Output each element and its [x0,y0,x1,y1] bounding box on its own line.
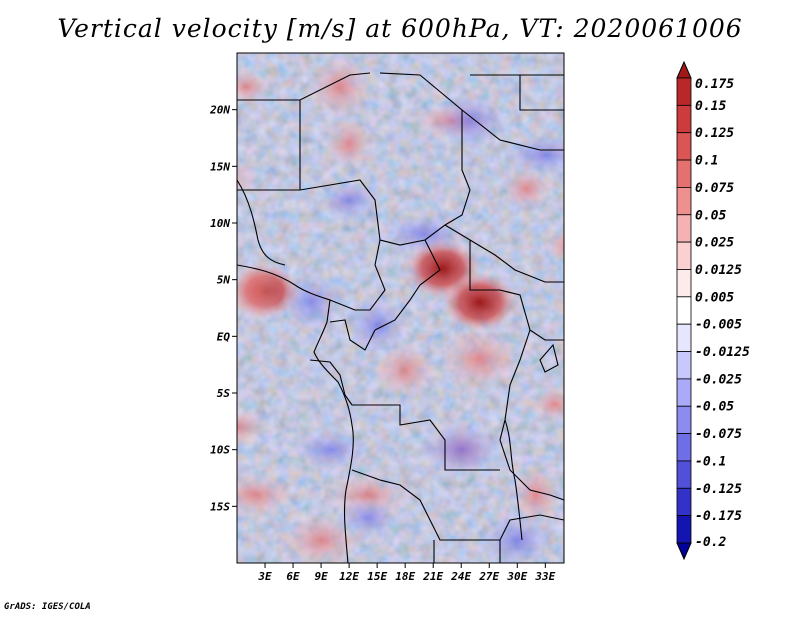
lat-tick-label: 20N [209,104,230,117]
lon-tick-label: 30E [506,570,527,583]
lat-tick-label: 15S [210,500,230,513]
colorbar-segment [676,323,692,352]
colorbar-level-label: -0.025 [695,372,742,387]
colorbar-bottom-arrow [676,542,692,561]
downdraft-patch [509,462,562,528]
colorbar-level-label: 0.075 [695,181,734,196]
colorbar-level-label: -0.175 [695,509,742,524]
lat-tick-label: 15N [210,160,230,173]
colorbar-segment [676,405,692,434]
downdraft-patch [237,69,273,105]
colorbar-level-label: -0.125 [695,482,742,497]
colorbar-level-label: -0.005 [695,318,742,333]
colorbar-level-label: -0.0125 [695,345,750,360]
colorbar-level-label: 0.125 [695,126,734,141]
downdraft-patch [237,409,271,445]
lon-tick-label: 24E [450,570,471,583]
colorbar-level-label: 0.15 [695,99,726,114]
colorbar-segment [676,159,692,188]
colorbar-segment [676,487,692,517]
lat-tick-label: 10N [210,217,230,230]
country-borders [237,72,564,563]
lat-tick-label: 10S [210,444,230,457]
velocity-field [147,53,564,563]
colorbar-segment [676,132,692,161]
lat-tick-label: 5S [217,387,231,400]
subsidence-patch [481,512,554,563]
field-blobs [147,54,564,563]
colorbar-level-label: 0.005 [695,290,734,305]
lon-tick-label: 9E [314,570,328,583]
map-frame [236,52,565,564]
downdraft-patch [371,342,440,399]
downdraft-patch [323,115,376,172]
colorbar-level-label: -0.05 [695,400,734,415]
colorbar-top-arrow [676,60,692,79]
colorbar: 0.175 0.15 0.125 0.1 0.075 0.05 0.025 0.0125 0.0… [676,60,750,561]
subsidence-patch [337,497,398,538]
longitude-axis: 3E 6E 9E 12E 15E 18E 21E 24E 27E 30E 33E [257,563,556,583]
lon-tick-label: 21E [422,570,443,583]
colorbar-level-label: 0.0125 [695,263,742,278]
downdraft-patch [147,87,215,133]
colorbar-segment [676,460,692,489]
subsidence-patch [503,135,564,175]
colorbar-segment [676,433,692,462]
colorbar-level-label: -0.1 [695,454,726,469]
downdraft-patch [539,228,564,263]
lon-tick-label: 33E [534,570,555,583]
lat-tick-label: 5N [217,274,231,287]
downdraft-patch [237,152,261,203]
colorbar-segment [676,241,692,270]
latitude-axis: 20N 15N 10N 5N EQ 5S 10S 15S [209,104,237,513]
colorbar-segment [676,296,692,325]
colorbar-level-label: 0.025 [695,236,734,251]
colorbar-segment [676,269,692,298]
colorbar-segment [676,515,692,544]
downdraft-patch [237,258,282,324]
subsidence-patch [347,297,408,353]
subsidence-patch [419,421,504,478]
downdraft-patch [500,166,553,212]
grads-credit: GrADS: IGES/COLA [4,602,91,612]
lon-tick-label: 27E [478,570,499,583]
downdraft-patch [528,386,564,423]
colorbar-segment [676,351,692,380]
downdraft-patch [237,472,298,518]
colorbar-segment [676,104,692,134]
lon-tick-label: 15E [367,570,387,583]
lon-tick-label: 3E [257,570,272,583]
chart-title: Vertical velocity [m/s] at 600hPa, VT: 2… [57,14,743,43]
subsidence-patch [434,93,507,149]
colorbar-level-label: 0.175 [695,77,734,92]
lon-tick-label: 6E [286,570,300,583]
downdraft-patch [305,54,374,120]
subsidence-patch [294,429,367,470]
colorbar-level-label: -0.2 [695,535,726,550]
colorbar-segment [676,214,692,243]
colorbar-segment [676,378,692,407]
colorbar-level-label: 0.05 [695,208,726,223]
updraft-region [441,271,518,333]
downdraft-patch [437,326,522,392]
colorbar-segment [676,77,692,106]
lon-tick-label: 18E [395,570,415,583]
colorbar-level-label: -0.075 [695,427,742,442]
lon-tick-label: 12E [339,570,359,583]
subsidence-patch [319,180,380,221]
subsidence-patch [281,274,342,331]
lat-tick-label: EQ [217,330,231,343]
colorbar-segment [676,187,692,216]
colorbar-level-label: 0.1 [695,154,718,169]
